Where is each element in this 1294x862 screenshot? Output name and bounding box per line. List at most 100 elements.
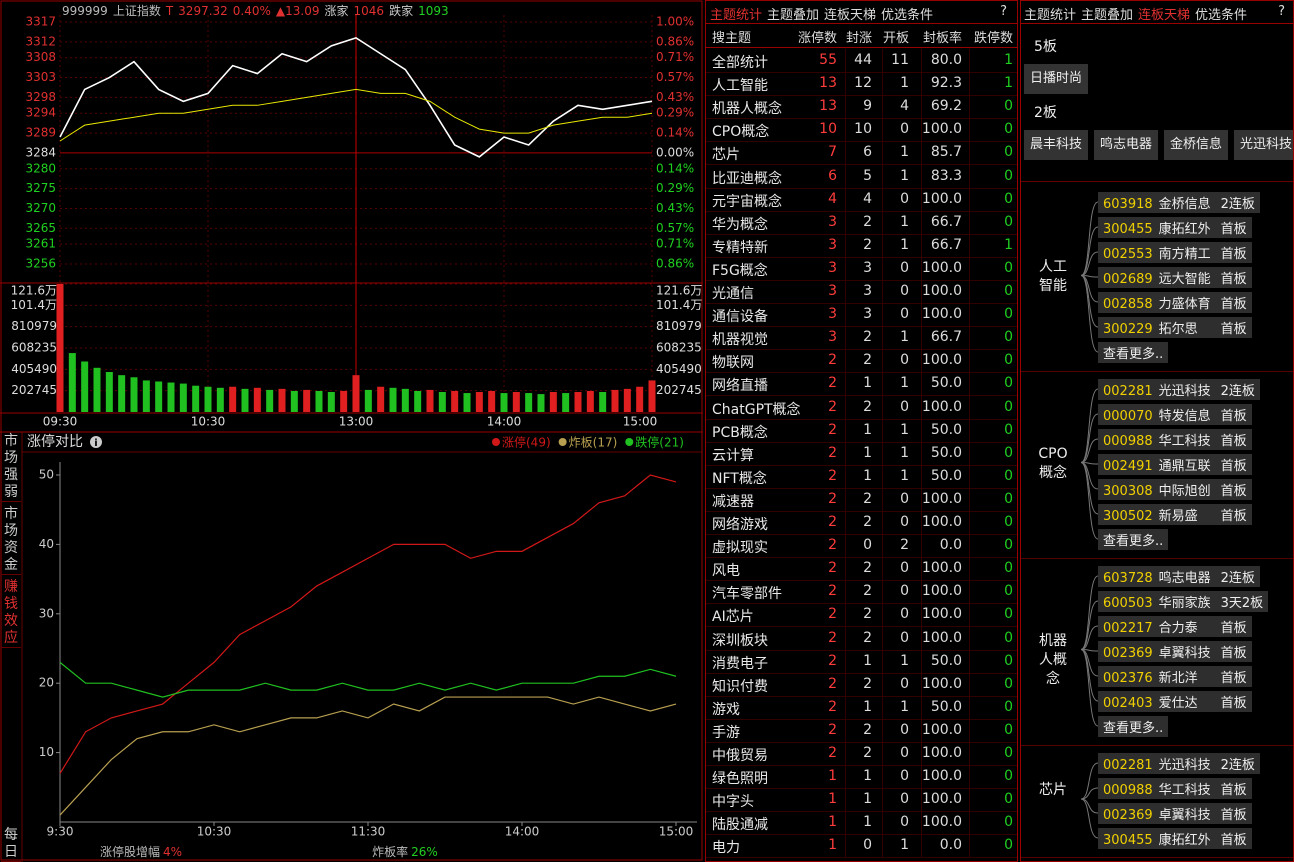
cell-border <box>921 464 922 488</box>
stock-row[interactable]: 300455 康拓红外 首板 <box>1098 828 1252 849</box>
table-row[interactable]: 陆股通减 1 1 0 100.0 0 <box>706 811 1017 836</box>
side-tab[interactable]: 赚钱效应 <box>1 579 21 648</box>
table-row[interactable]: 减速器 2 2 0 100.0 0 <box>706 487 1017 512</box>
stock-row[interactable]: 000070 特发信息 首板 <box>1098 404 1252 425</box>
table-row[interactable]: 专精特新 3 2 1 66.7 1 <box>706 233 1017 258</box>
more-button[interactable]: 查看更多.. <box>1098 342 1169 363</box>
stock-row[interactable]: 000988 华工科技 首板 <box>1098 429 1252 450</box>
side-tab[interactable]: 市场资金 <box>1 506 21 575</box>
table-row[interactable]: PCB概念 2 1 1 50.0 0 <box>706 418 1017 443</box>
table-row[interactable]: 深圳板块 2 2 0 100.0 0 <box>706 626 1017 651</box>
column-header-cell[interactable]: 跌停数 <box>973 31 1013 46</box>
info-icon[interactable] <box>90 436 102 448</box>
cell-border <box>882 418 883 442</box>
table-row[interactable]: 网络直播 2 1 1 50.0 0 <box>706 372 1017 397</box>
table-row[interactable]: 中俄贸易 2 2 0 100.0 0 <box>706 742 1017 766</box>
table-row[interactable]: 云计算 2 1 1 50.0 0 <box>706 441 1017 466</box>
stock-row[interactable]: 300229 拓尔思 首板 <box>1098 317 1252 338</box>
table-cell: 50.0 <box>930 467 962 484</box>
stock-row[interactable]: 603728 鸣志电器 2连板 <box>1098 566 1260 587</box>
table-row[interactable]: 通信设备 3 3 0 100.0 0 <box>706 303 1017 328</box>
cell-border <box>921 811 922 835</box>
table-row[interactable]: 光通信 3 3 0 100.0 0 <box>706 280 1017 304</box>
tab[interactable]: 主题叠加 <box>767 8 820 23</box>
table-row[interactable]: ChatGPT概念 2 2 0 100.0 0 <box>706 395 1017 420</box>
table-row[interactable]: 物联网 2 2 0 100.0 0 <box>706 349 1017 374</box>
table-row[interactable]: 机器视觉 3 2 1 66.7 0 <box>706 326 1017 351</box>
stock-row[interactable]: 002553 南方精工 首板 <box>1098 242 1252 263</box>
stock-row[interactable]: 002403 爱仕达 首板 <box>1098 691 1252 712</box>
stock-row[interactable]: 002858 力盛体育 首板 <box>1098 292 1252 313</box>
stock-row[interactable]: 300455 康拓红外 首板 <box>1098 217 1252 238</box>
table-cell: 全部统计 <box>712 55 768 71</box>
table-cell: 0 <box>1004 698 1013 715</box>
stock-row[interactable]: 300308 中际旭创 首板 <box>1098 479 1252 500</box>
table-row[interactable]: AI芯片 2 2 0 100.0 0 <box>706 603 1017 628</box>
tab[interactable]: 优选条件 <box>1195 8 1248 23</box>
tab[interactable]: 主题叠加 <box>1081 8 1134 23</box>
stock-button[interactable]: 日播时尚 <box>1024 64 1089 94</box>
stock-row[interactable]: 002281 光迅科技 2连板 <box>1098 379 1260 400</box>
side-tab[interactable]: 市场强弱 <box>1 433 21 502</box>
stock-row[interactable]: 600503 华丽家族 3天2板 <box>1098 591 1269 612</box>
tab[interactable]: ? <box>1000 4 1007 19</box>
table-cell: 2 <box>863 236 872 253</box>
tab[interactable]: 主题统计 <box>710 8 763 23</box>
cell-border <box>969 788 970 812</box>
column-header-cell[interactable]: 涨停数 <box>797 31 837 46</box>
table-cell: 100.0 <box>921 745 962 761</box>
table-row[interactable]: 网络游戏 2 2 0 100.0 0 <box>706 511 1017 535</box>
table-row[interactable]: 汽车零部件 2 2 0 100.0 0 <box>706 580 1017 605</box>
stock-row[interactable]: 002369 卓翼科技 首板 <box>1098 803 1252 824</box>
tab[interactable]: 主题统计 <box>1024 8 1077 23</box>
table-row[interactable]: F5G概念 3 3 0 100.0 0 <box>706 256 1017 281</box>
table-row[interactable]: 绿色照明 1 1 0 100.0 0 <box>706 765 1017 790</box>
stock-button[interactable]: 金桥信息 <box>1164 130 1229 160</box>
table-row[interactable]: 知识付费 2 2 0 100.0 0 <box>706 672 1017 697</box>
stock-row[interactable]: 002491 通鼎互联 首板 <box>1098 454 1252 475</box>
tab[interactable]: 连板天梯 <box>1138 8 1191 23</box>
table-row[interactable]: 华为概念 3 2 1 66.7 0 <box>706 210 1017 235</box>
column-header-cell[interactable]: 搜主题 <box>712 31 752 46</box>
stock-row[interactable]: 002376 新北洋 首板 <box>1098 666 1252 687</box>
stock-row[interactable]: 002217 合力泰 首板 <box>1098 616 1252 637</box>
table-cell: 2 <box>828 721 837 738</box>
table-row[interactable]: 电力 1 0 1 0.0 0 <box>706 834 1017 859</box>
more-button[interactable]: 查看更多.. <box>1098 716 1169 737</box>
side-tab[interactable]: 每日 <box>1 827 21 862</box>
stock-row[interactable]: 300502 新易盛 首板 <box>1098 504 1252 525</box>
table-row[interactable]: 消费电子 2 1 1 50.0 0 <box>706 649 1017 674</box>
column-header-cell[interactable]: 封板率 <box>922 31 962 46</box>
column-header-cell[interactable]: 开板 <box>882 31 909 46</box>
table-row[interactable]: CPO概念 10 10 0 100.0 0 <box>706 118 1017 143</box>
stock-button[interactable]: 鸣志电器 <box>1094 130 1159 160</box>
table-row[interactable]: 手游 2 2 0 100.0 0 <box>706 718 1017 743</box>
table-row[interactable]: 中字头 1 1 0 100.0 0 <box>706 788 1017 813</box>
table-cell: 3 <box>863 283 872 299</box>
table-row[interactable]: 芯片 7 6 1 85.7 0 <box>706 141 1017 166</box>
tab[interactable]: 连板天梯 <box>824 8 877 23</box>
stock-row[interactable]: 002689 远大智能 首板 <box>1098 267 1252 288</box>
table-row[interactable]: 比亚迪概念 6 5 1 83.3 0 <box>706 164 1017 189</box>
x-tick-label: 14:00 <box>487 415 522 429</box>
table-row[interactable]: 人工智能 13 12 1 92.3 1 <box>706 72 1017 97</box>
table-row[interactable]: 全部统计 55 44 11 80.0 1 <box>706 49 1017 73</box>
table-row[interactable]: 机器人概念 13 9 4 69.2 0 <box>706 95 1017 120</box>
stock-row[interactable]: 002369 卓翼科技 首板 <box>1098 641 1252 662</box>
stock-row[interactable]: 603918 金桥信息 2连板 <box>1098 192 1260 213</box>
tab[interactable]: ? <box>1278 4 1285 19</box>
y-tick-label: 101.4万 <box>11 298 57 312</box>
more-button[interactable]: 查看更多.. <box>1098 529 1169 550</box>
table-row[interactable]: NFT概念 2 1 1 50.0 0 <box>706 464 1017 489</box>
legend-marker <box>492 438 500 446</box>
stock-row[interactable]: 002281 光迅科技 2连板 <box>1098 753 1260 774</box>
stock-row[interactable]: 000988 华工科技 首板 <box>1098 778 1252 799</box>
tab[interactable]: 优选条件 <box>881 8 934 23</box>
table-row[interactable]: 元宇宙概念 4 4 0 100.0 0 <box>706 187 1017 212</box>
table-row[interactable]: 游戏 2 1 1 50.0 0 <box>706 695 1017 720</box>
column-header-cell[interactable]: 封涨 <box>845 31 872 46</box>
table-row[interactable]: 风电 2 2 0 100.0 0 <box>706 557 1017 582</box>
table-row[interactable]: 虚拟现实 2 0 2 0.0 0 <box>706 534 1017 559</box>
stock-button[interactable]: 光迅科技 <box>1234 130 1293 160</box>
stock-button[interactable]: 晨丰科技 <box>1024 130 1089 160</box>
